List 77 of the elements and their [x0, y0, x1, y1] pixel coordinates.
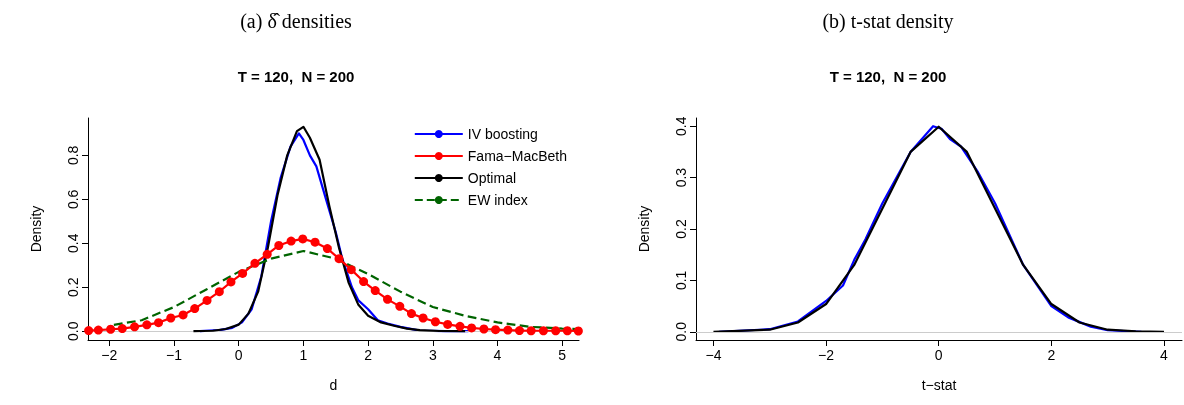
point: [503, 325, 513, 335]
x-tick-label: −4: [705, 347, 722, 363]
x-tick-label: 4: [1160, 347, 1169, 363]
x-tick-label: 2: [364, 347, 373, 363]
y-tick-label: 0.4: [673, 116, 689, 136]
chart-subtitle: T = 120, N = 200: [237, 68, 355, 85]
y-tick-label: 0.2: [65, 277, 81, 297]
legend-label: Fama−MacBeth: [467, 148, 568, 164]
y-tick-label: 0.8: [65, 145, 81, 166]
point: [406, 309, 416, 319]
point: [190, 304, 200, 314]
y-tick-label: 0.4: [65, 233, 81, 254]
point: [298, 234, 308, 244]
point: [526, 326, 536, 336]
point: [467, 323, 477, 333]
x-axis-title: t−stat: [921, 377, 957, 393]
point: [359, 277, 369, 287]
point: [334, 254, 344, 264]
point: [491, 325, 501, 335]
point: [286, 236, 296, 246]
y-tick-label: 0.2: [673, 219, 689, 239]
point: [274, 240, 284, 250]
point: [346, 265, 356, 275]
point: [250, 258, 260, 268]
point: [93, 325, 103, 335]
point: [573, 326, 583, 336]
y-tick-label: 0.6: [65, 189, 81, 210]
y-tick-label: 0.3: [673, 167, 689, 188]
legend-label: Optimal: [467, 170, 517, 186]
legend-label: EW index: [467, 192, 528, 208]
y-axis-title: Density: [636, 205, 652, 253]
point: [117, 324, 127, 334]
point: [130, 322, 140, 332]
point: [214, 287, 224, 297]
point: [370, 286, 380, 296]
chart-title: (a) δ̂ densities: [240, 10, 353, 33]
point: [418, 313, 428, 323]
point: [178, 310, 188, 320]
point: [455, 321, 465, 331]
point: [322, 244, 332, 254]
x-tick-label: −1: [166, 347, 183, 363]
point: [562, 326, 572, 336]
x-tick-label: 0: [234, 347, 243, 363]
point: [106, 324, 116, 334]
point: [383, 294, 393, 304]
chart-title: (b) t-stat density: [822, 10, 954, 33]
point: [226, 277, 236, 287]
y-tick-label: 0.0: [65, 321, 81, 341]
x-tick-label: 0: [934, 347, 943, 363]
point: [202, 295, 212, 305]
point: [262, 249, 272, 259]
y-tick-label: 0.0: [673, 321, 689, 342]
x-tick-label: −2: [818, 347, 835, 363]
point: [479, 324, 489, 334]
chart-subtitle: T = 120, N = 200: [829, 68, 947, 85]
point: [310, 237, 320, 247]
legend-label: IV boosting: [467, 126, 538, 142]
x-axis-title: d: [329, 377, 338, 393]
point: [514, 326, 524, 336]
point: [443, 319, 453, 329]
point: [395, 301, 405, 311]
point: [84, 326, 94, 336]
x-tick-label: 2: [1047, 347, 1056, 363]
x-tick-label: 3: [428, 347, 437, 363]
x-tick-label: 1: [299, 347, 308, 363]
point: [166, 313, 176, 323]
y-tick-label: 0.1: [673, 270, 689, 291]
x-tick-label: 5: [558, 347, 567, 363]
point: [154, 318, 164, 328]
x-tick-label: 4: [493, 347, 502, 363]
point: [538, 326, 548, 336]
y-axis-title: Density: [28, 205, 44, 253]
point: [551, 326, 561, 336]
x-tick-label: −2: [101, 347, 118, 363]
point: [430, 317, 440, 327]
point: [142, 320, 152, 330]
point: [238, 268, 248, 278]
